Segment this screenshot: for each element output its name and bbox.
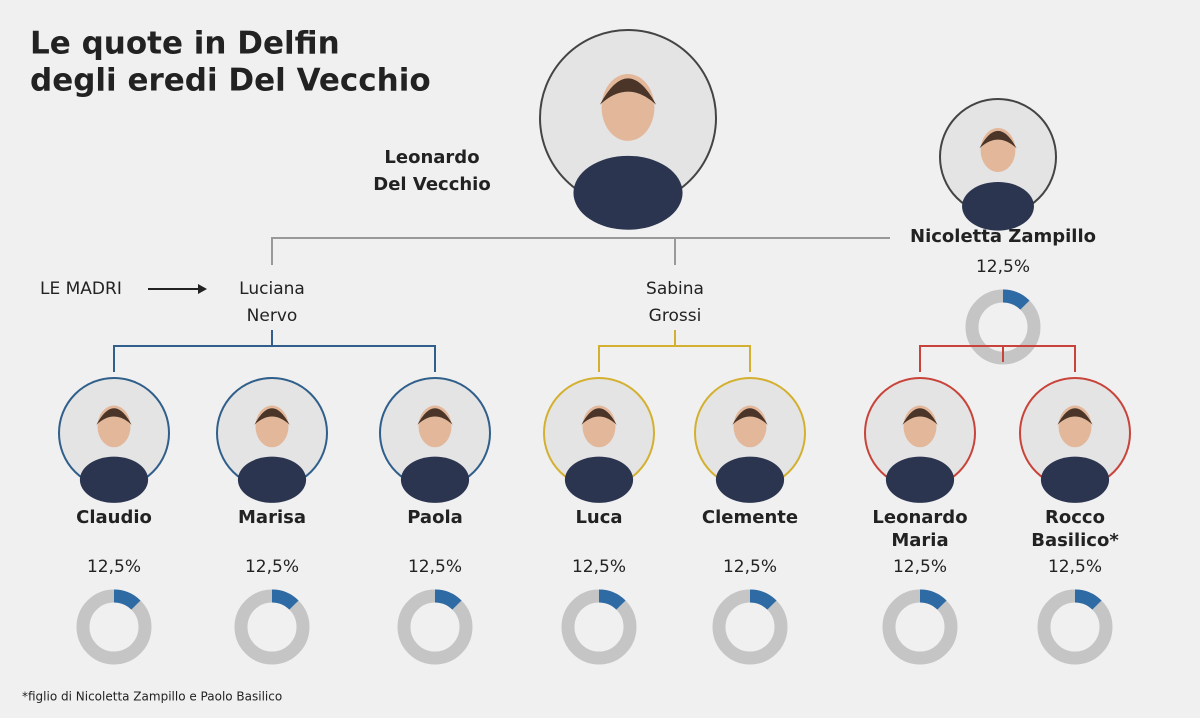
bracket <box>919 345 1076 372</box>
share-label: 12,5% <box>723 557 777 577</box>
portrait-body <box>237 456 307 503</box>
share-label: 12,5% <box>87 557 141 577</box>
portrait-body <box>564 456 634 503</box>
heir-name: Paola <box>407 507 463 528</box>
portrait-body <box>885 456 955 503</box>
donut-share <box>271 589 299 610</box>
share-label: 12,5% <box>893 557 947 577</box>
portrait-hair <box>417 408 453 425</box>
heir-name: Claudio <box>76 507 152 528</box>
donut-share <box>1002 289 1030 310</box>
portrait-hair <box>902 408 938 425</box>
share-label: 12,5% <box>976 257 1030 277</box>
portrait-body <box>400 456 470 503</box>
mother-name: Sabina <box>646 279 704 299</box>
portrait-hair <box>581 408 617 425</box>
mothers-label: LE MADRI <box>40 279 122 299</box>
mother-name: Nicoletta Zampillo <box>910 226 1096 247</box>
share-label: 12,5% <box>572 557 626 577</box>
arrow-head <box>198 284 207 294</box>
title: Le quote in Delfin <box>30 26 340 62</box>
portrait-hair <box>599 78 657 105</box>
share-label: 12,5% <box>408 557 462 577</box>
donut-share <box>749 589 777 610</box>
mother-name: Nervo <box>247 306 298 326</box>
bracket <box>113 330 436 372</box>
donut-share <box>1074 589 1102 610</box>
donut-share <box>919 589 947 610</box>
connector <box>271 237 890 265</box>
portrait-body <box>1040 456 1110 503</box>
heir-name: Clemente <box>702 507 798 528</box>
mother-name: Luciana <box>239 279 305 299</box>
portrait-hair <box>96 408 132 425</box>
donut-share <box>598 589 626 610</box>
donut-share <box>434 589 462 610</box>
title: degli eredi Del Vecchio <box>30 63 431 99</box>
portrait-hair <box>1057 408 1093 425</box>
portrait-body <box>962 181 1034 231</box>
portrait-hair <box>732 408 768 425</box>
share-label: 12,5% <box>1048 557 1102 577</box>
founder-name: Del Vecchio <box>373 174 490 195</box>
heir-name: Maria <box>891 530 948 551</box>
portrait-body <box>715 456 785 503</box>
footnote: *figlio di Nicoletta Zampillo e Paolo Ba… <box>22 690 282 704</box>
portrait-body <box>79 456 149 503</box>
heir-name: Marisa <box>238 507 306 528</box>
bracket <box>598 330 751 372</box>
mother-name: Grossi <box>649 306 702 326</box>
heir-name: Luca <box>575 507 622 528</box>
portrait-hair <box>254 408 290 425</box>
portrait-body <box>573 155 683 230</box>
heir-name: Leonardo <box>872 507 967 528</box>
donut-share <box>113 589 141 610</box>
heir-name: Basilico* <box>1031 530 1119 551</box>
heir-name: Rocco <box>1045 507 1105 528</box>
founder-name: Leonardo <box>384 147 479 168</box>
share-label: 12,5% <box>245 557 299 577</box>
portrait-hair <box>979 130 1017 149</box>
